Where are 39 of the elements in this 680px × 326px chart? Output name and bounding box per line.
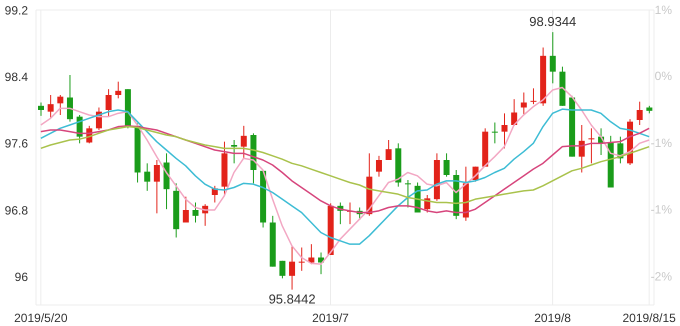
annotation: 98.9344 — [529, 14, 576, 30]
candlestick — [48, 94, 54, 119]
candlestick — [502, 112, 508, 149]
candlestick — [154, 160, 160, 214]
candlestick — [192, 202, 198, 223]
candlestick — [279, 260, 286, 279]
candlestick — [588, 128, 594, 164]
y-tick-label: 96 — [14, 270, 28, 284]
y-tick-label: 98.4 — [4, 70, 28, 84]
y-tick-label: 97.6 — [4, 136, 28, 151]
candlestick — [106, 88, 112, 118]
candlestick — [66, 74, 73, 122]
candlestick — [298, 247, 305, 272]
candlestick — [231, 140, 238, 164]
candlestick — [444, 152, 450, 178]
candlestick — [144, 162, 150, 192]
candlestick — [289, 245, 296, 290]
y-tick-label: 96.8 — [4, 203, 28, 218]
candlestick — [115, 81, 122, 99]
candlestick — [636, 101, 643, 126]
x-tick-label: 2019/5/20 — [14, 311, 68, 325]
line-series — [40, 86, 650, 265]
annotation: 95.8442 — [268, 292, 316, 307]
candlestick — [240, 125, 247, 159]
candlestick — [57, 94, 64, 116]
candlestick — [404, 180, 411, 208]
line-series — [40, 108, 650, 245]
x-tick-label: 2019/7 — [312, 311, 350, 325]
candlestick — [492, 122, 498, 144]
candlestick — [550, 32, 556, 84]
candlestick — [182, 196, 189, 223]
y-tick-label: 99.2 — [4, 3, 28, 18]
candlestick — [530, 88, 536, 105]
candlestick — [38, 102, 44, 116]
candlestick — [386, 140, 392, 160]
x-tick-label: 2019/8 — [534, 311, 572, 325]
candlestick — [376, 155, 382, 178]
x-tick-label: 2019/8/15 — [622, 311, 676, 325]
candlestick — [520, 92, 527, 115]
